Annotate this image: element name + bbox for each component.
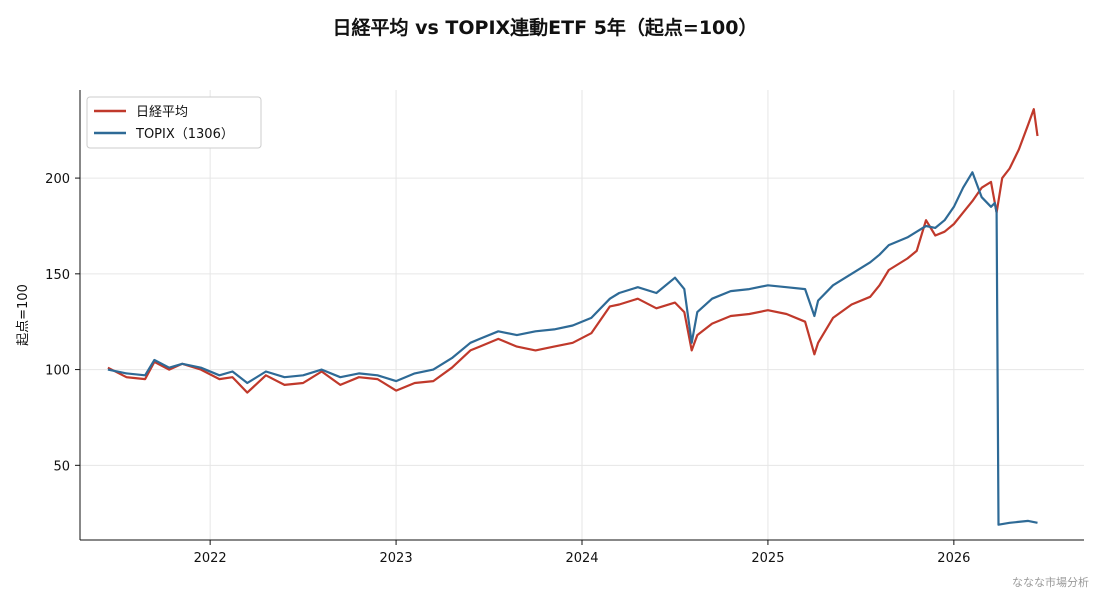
x-tick-label: 2026 bbox=[937, 551, 970, 566]
y-axis-label: 起点=100 bbox=[16, 284, 31, 346]
x-tick-label: 2024 bbox=[565, 551, 598, 566]
y-tick-label: 200 bbox=[45, 172, 70, 187]
x-axis-ticks: 2022 2023 2024 2025 2026 bbox=[194, 540, 970, 566]
x-tick-label: 2023 bbox=[380, 551, 413, 566]
chart-title: 日経平均 vs TOPIX連動ETF 5年（起点=100） bbox=[332, 16, 757, 39]
credit-watermark: ななな市場分析 bbox=[1012, 575, 1089, 589]
x-tick-label: 2025 bbox=[751, 551, 784, 566]
y-tick-label: 100 bbox=[45, 364, 70, 379]
y-tick-label: 150 bbox=[45, 268, 70, 283]
legend-label-topix: TOPIX（1306） bbox=[135, 127, 234, 142]
grid-lines bbox=[80, 90, 1084, 540]
legend: 日経平均 TOPIX（1306） bbox=[86, 96, 262, 149]
legend-label-nikkei: 日経平均 bbox=[136, 105, 188, 120]
y-tick-label: 50 bbox=[53, 459, 70, 474]
series-lines bbox=[107, 108, 1039, 526]
y-axis-ticks: 50 100 150 200 bbox=[45, 172, 80, 474]
series-line-nikkei bbox=[107, 108, 1039, 394]
x-tick-label: 2022 bbox=[194, 551, 227, 566]
series-line-topix bbox=[107, 171, 1038, 526]
legend-frame bbox=[86, 96, 262, 149]
